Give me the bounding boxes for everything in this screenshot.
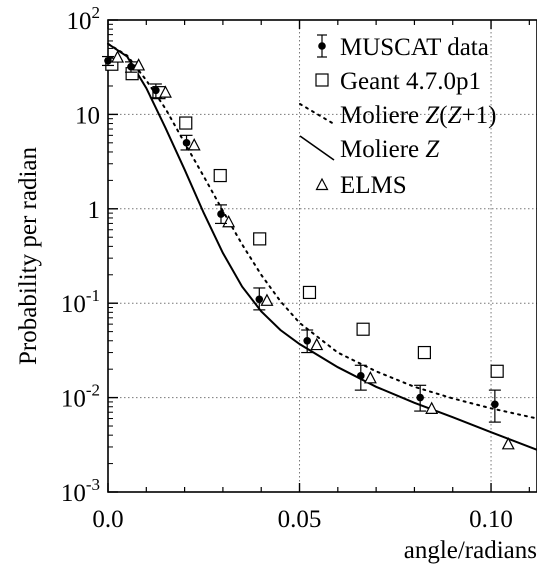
geant-point	[253, 232, 267, 246]
y-tick-label: 10-3	[61, 475, 100, 507]
legend-label-part: Moliere	[340, 136, 425, 163]
y-tick-label: 1	[88, 197, 101, 224]
legend-label-part: Z	[425, 102, 440, 129]
elms-point	[187, 138, 201, 151]
x-tick-label: 0.05	[278, 506, 322, 533]
x-tick-labels: 0.0 0.05 0.10	[92, 506, 513, 533]
y-tick-base: 10	[67, 8, 92, 35]
muscat-point	[182, 139, 191, 147]
y-tick-exponent: -3	[86, 475, 100, 494]
elms-point	[363, 371, 377, 384]
legend-label-part: +1)	[462, 102, 497, 129]
legend-geant-symbol	[315, 73, 329, 87]
x-axis-title: angle/radians	[404, 537, 537, 564]
geant-point	[356, 322, 370, 336]
elms-point	[158, 85, 172, 98]
muscat-point	[303, 336, 311, 345]
y-tick-label: 10-2	[61, 381, 100, 413]
muscat-point	[152, 86, 160, 95]
legend-label-part: Z	[448, 102, 463, 129]
y-tick-exponent: -1	[86, 286, 100, 305]
elms-point	[132, 58, 146, 71]
moliere-zz1-curve	[107, 42, 537, 420]
muscat-point	[217, 210, 225, 218]
plot-frame	[107, 19, 537, 493]
legend-muscat-symbol	[318, 42, 326, 50]
muscat-point	[127, 62, 135, 71]
geant-point	[179, 116, 193, 130]
legend-moliere-z-symbol	[299, 135, 335, 161]
elms-point	[111, 50, 125, 63]
muscat-point	[104, 56, 112, 65]
elms-point	[425, 401, 439, 414]
legend-label-part: Moliere	[340, 102, 425, 129]
legend-label: ELMS	[340, 172, 407, 199]
axis-ticks	[107, 19, 530, 493]
y-tick-base: 10	[61, 386, 86, 413]
legend-label: Moliere Z	[340, 136, 440, 163]
legend-label: Geant 4.7.0p1	[340, 68, 481, 95]
y-axis-title: Probability per radian	[15, 147, 42, 365]
y-tick-exponent: 2	[92, 3, 101, 22]
y-tick-label: 10	[75, 102, 100, 129]
geant-point	[490, 364, 504, 378]
muscat-point	[491, 400, 499, 409]
legend-label: MUSCAT data	[340, 34, 489, 61]
legend-elms-symbol	[315, 177, 329, 191]
data-markers	[102, 50, 515, 450]
elms-point	[501, 437, 515, 450]
y-tick-base: 10	[61, 291, 86, 318]
legend-label-part: Z	[425, 136, 440, 163]
elms-point	[260, 293, 274, 306]
grid-lines	[108, 20, 537, 492]
geant-point	[213, 168, 227, 183]
legend-label-part: (	[439, 102, 447, 129]
geant-point	[417, 345, 431, 360]
x-tick-label: 0.10	[469, 506, 513, 533]
y-tick-exponent: -2	[86, 381, 100, 400]
moliere-z-curve	[107, 42, 537, 451]
y-tick-base: 10	[61, 480, 86, 507]
y-tick-label: 102	[67, 3, 101, 35]
y-tick-label: 10-1	[61, 286, 100, 318]
elms-point	[310, 337, 324, 351]
elms-point	[222, 214, 236, 228]
muscat-point	[357, 372, 365, 380]
muscat-point	[416, 393, 424, 402]
geant-point	[302, 285, 317, 300]
legend-label: Moliere Z(Z+1)	[340, 102, 496, 129]
muscat-point	[255, 295, 264, 304]
legend-moliere-zz1-symbol	[299, 103, 335, 125]
x-tick-label: 0.0	[92, 506, 123, 533]
